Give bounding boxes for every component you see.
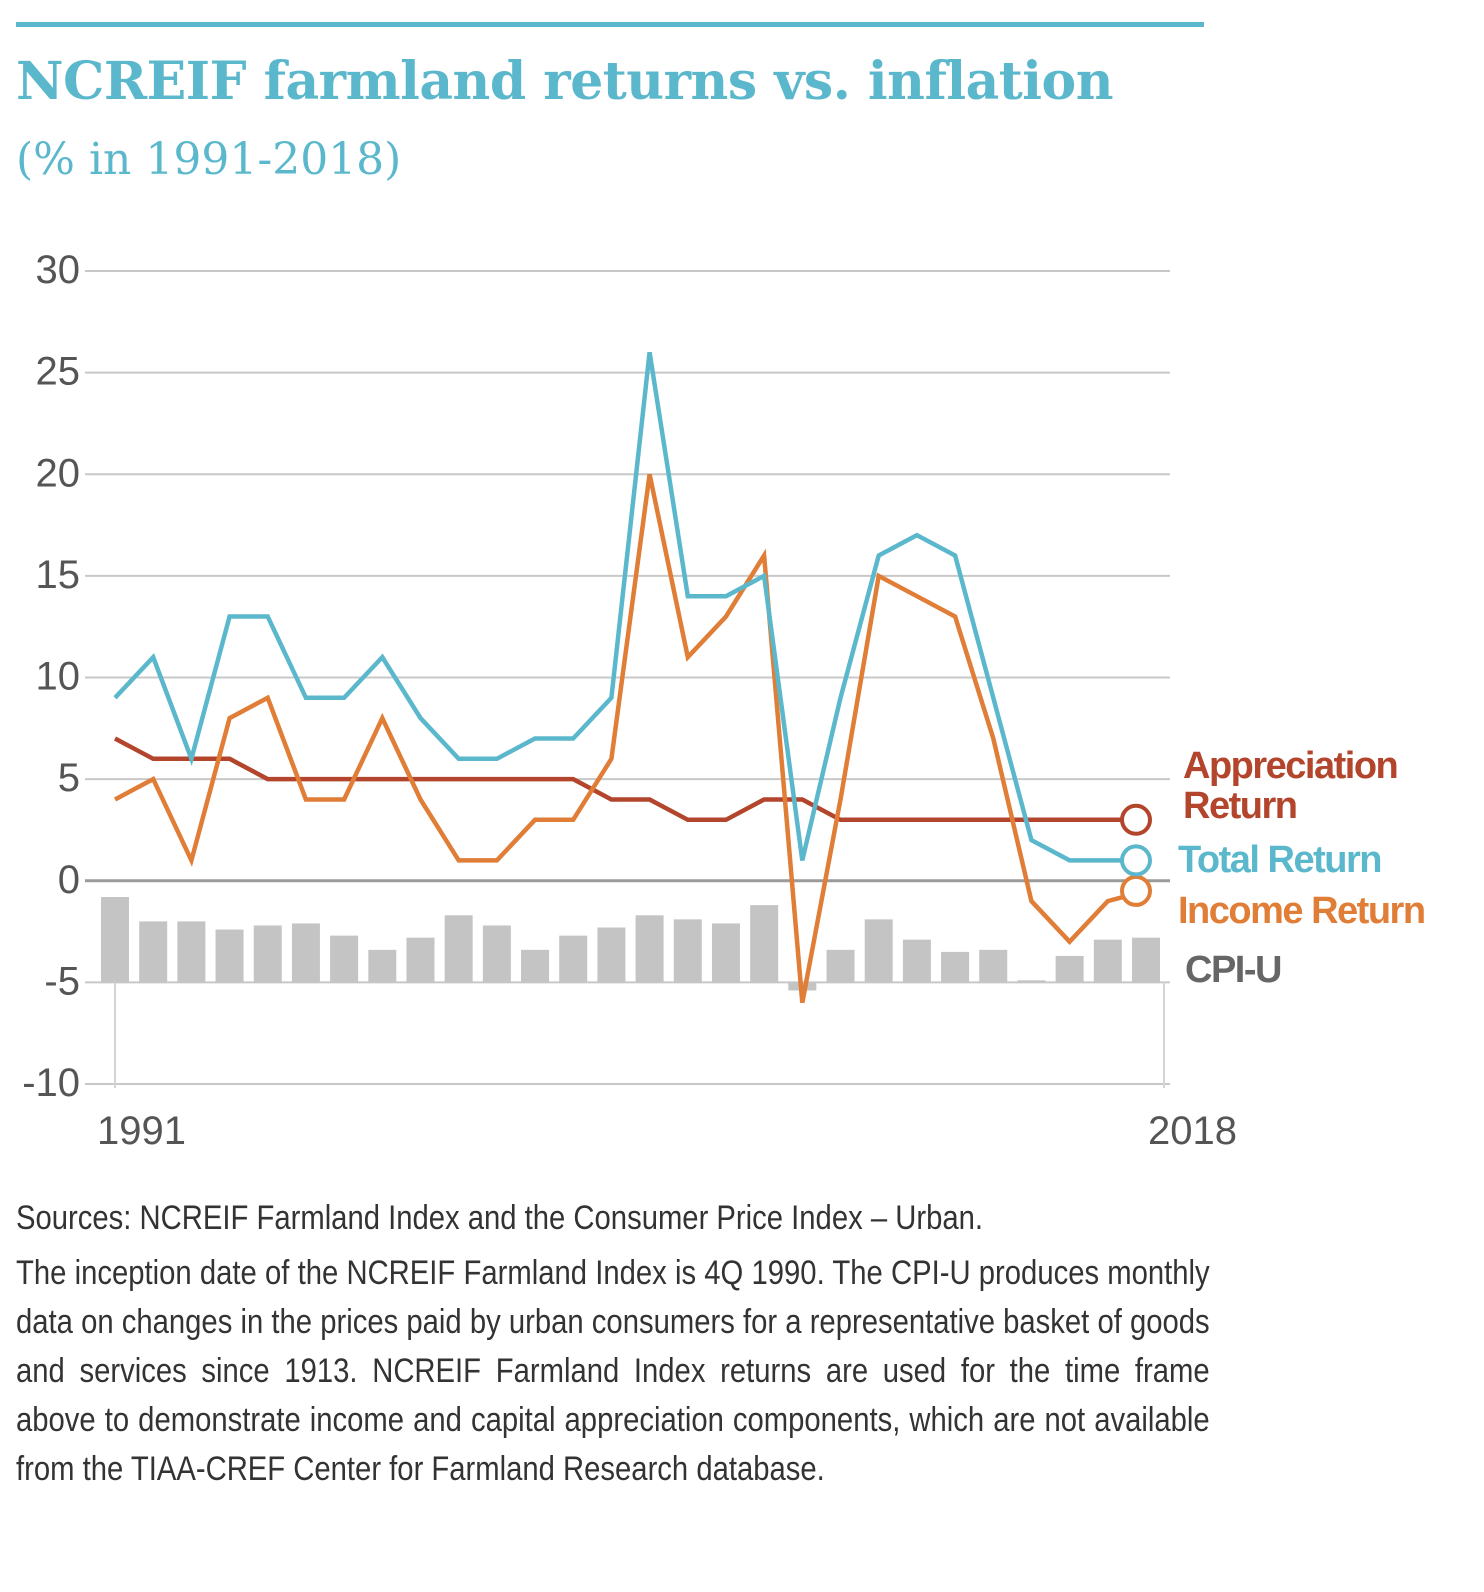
cpi-bar-2014 bbox=[979, 949, 1008, 983]
axes bbox=[114, 982, 1165, 1088]
y-tick-label: 10 bbox=[36, 655, 81, 699]
cpi-bar-2011 bbox=[864, 919, 893, 983]
cpi-bar-1992 bbox=[139, 921, 168, 983]
series-lines bbox=[113, 351, 1152, 1004]
legend-appreciation-line2: Return bbox=[1183, 785, 1296, 827]
cpi-bar-2017 bbox=[1093, 939, 1122, 983]
cpi-bar-2010 bbox=[826, 949, 855, 983]
cpi-bar-2007 bbox=[711, 923, 740, 983]
y-tick-label: 30 bbox=[36, 248, 81, 292]
cpi-bar-2002 bbox=[521, 949, 550, 983]
y-tick-label: 15 bbox=[36, 553, 81, 597]
y-tick-label: -10 bbox=[22, 1061, 80, 1105]
cpi-bar-2003 bbox=[559, 935, 588, 983]
income-end-marker bbox=[1120, 874, 1152, 907]
chart-notes: Sources: NCREIF Farmland Index and the C… bbox=[16, 1194, 1210, 1494]
cpi-bar-1991 bbox=[101, 897, 129, 983]
y-tick-label: 5 bbox=[58, 756, 80, 800]
cpi-bar-2001 bbox=[482, 925, 511, 983]
title-rule bbox=[16, 22, 1204, 27]
cpi-bar-2005 bbox=[635, 915, 664, 983]
cpi-bar-1996 bbox=[291, 923, 320, 983]
cpi-bar-1994 bbox=[215, 929, 244, 983]
total-end-marker bbox=[1120, 844, 1152, 877]
legend-cpi-u: CPI-U bbox=[1185, 949, 1281, 991]
cpi-bars bbox=[101, 897, 1160, 991]
cpi-bar-1993 bbox=[177, 921, 206, 983]
total-line bbox=[113, 351, 1146, 863]
y-tick-label: 0 bbox=[58, 858, 80, 902]
cpi-bar-2016 bbox=[1055, 955, 1084, 983]
legend-income-return: Income Return bbox=[1178, 890, 1425, 932]
appreciation-line bbox=[113, 736, 1146, 823]
x-tick-label-first: 1991 bbox=[97, 1109, 186, 1153]
cpi-bar-2013 bbox=[941, 951, 970, 983]
x-tick-label-last: 2018 bbox=[1148, 1109, 1237, 1153]
chart-subtitle: (% in 1991-2018) bbox=[16, 134, 402, 185]
cpi-bar-1997 bbox=[330, 935, 359, 983]
cpi-bar-1995 bbox=[253, 925, 282, 983]
cpi-bar-2000 bbox=[444, 915, 473, 983]
cpi-bar-2015 bbox=[1017, 980, 1046, 983]
x-axis-ticks: 1991 2018 bbox=[97, 1109, 1237, 1153]
cpi-bar-1998 bbox=[368, 949, 397, 983]
cpi-bar-1999 bbox=[406, 937, 435, 983]
cpi-bar-2018 bbox=[1132, 937, 1160, 983]
cpi-bar-2006 bbox=[673, 919, 702, 983]
y-tick-label: -5 bbox=[44, 959, 80, 1003]
chart-title: NCREIF farmland returns vs. inflation bbox=[16, 51, 1114, 112]
sources-note: Sources: NCREIF Farmland Index and the C… bbox=[16, 1199, 983, 1237]
y-axis-ticks: 30 25 20 15 10 5 0 -5 -10 bbox=[22, 248, 80, 1105]
appreciation-end-marker bbox=[1120, 803, 1152, 836]
cpi-bar-2008 bbox=[750, 905, 779, 983]
methodology-note: The inception date of the NCREIF Farmlan… bbox=[16, 1254, 1210, 1488]
legend-total-return: Total Return bbox=[1178, 839, 1381, 881]
legend-appreciation-line1: Appreciation bbox=[1183, 745, 1397, 787]
chart-area: 30 25 20 15 10 5 0 -5 -10 1991 2018 AppreciationR… bbox=[22, 248, 1426, 1153]
y-tick-label: 20 bbox=[36, 451, 81, 495]
y-tick-label: 25 bbox=[36, 350, 81, 394]
income-line bbox=[113, 473, 1147, 1004]
cpi-bar-2004 bbox=[597, 927, 626, 983]
cpi-bar-2012 bbox=[902, 939, 931, 983]
